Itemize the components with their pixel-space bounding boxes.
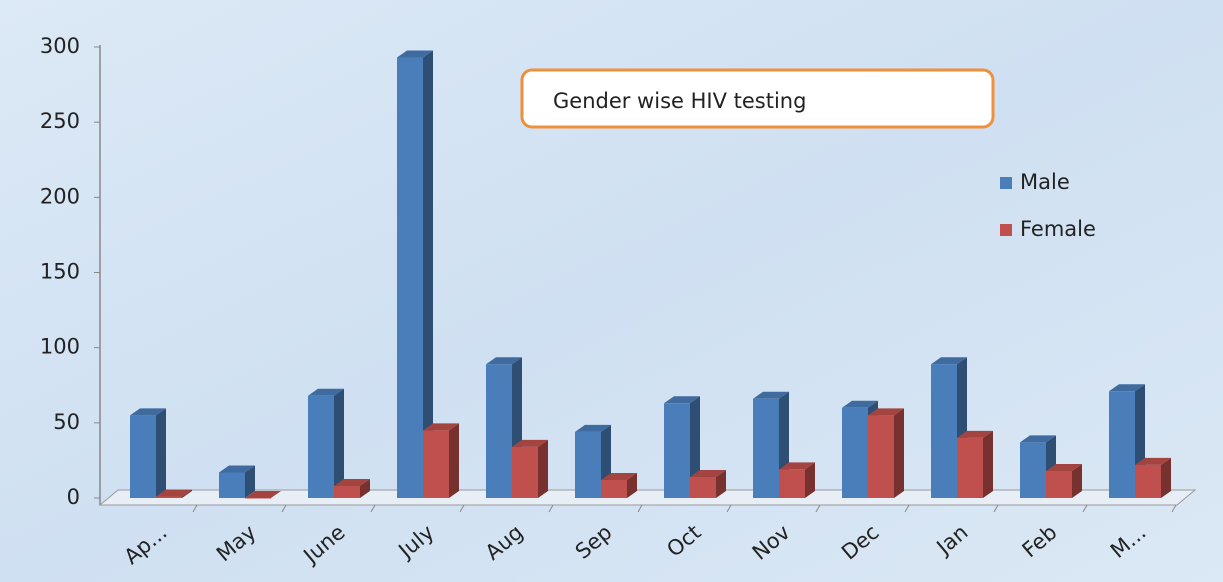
bar-top bbox=[219, 465, 255, 473]
bar-top bbox=[842, 400, 878, 408]
x-tick-mark bbox=[1171, 504, 1177, 513]
chart-title: Gender wise HIV testing bbox=[553, 89, 806, 113]
bar bbox=[601, 479, 627, 498]
bar bbox=[1046, 470, 1072, 498]
bar bbox=[931, 364, 957, 498]
bar bbox=[423, 430, 449, 498]
bar bbox=[779, 469, 805, 498]
bar-side bbox=[627, 472, 637, 498]
bar-top bbox=[486, 357, 522, 365]
bar-top bbox=[334, 478, 370, 486]
x-tick-mark bbox=[1082, 504, 1088, 513]
bar bbox=[842, 407, 868, 498]
bar-top bbox=[753, 391, 789, 399]
bar bbox=[130, 415, 156, 498]
bar-top bbox=[690, 469, 726, 477]
bar bbox=[156, 496, 182, 498]
bar bbox=[245, 498, 271, 499]
bar-side bbox=[1161, 457, 1171, 498]
bar bbox=[308, 395, 334, 498]
bar-side bbox=[334, 388, 344, 498]
bar-side bbox=[423, 50, 433, 498]
bar bbox=[397, 57, 423, 498]
x-tick-mark bbox=[637, 504, 643, 513]
bar-top bbox=[512, 439, 548, 447]
y-tick-label: 300 bbox=[40, 34, 80, 58]
bar-side bbox=[245, 465, 255, 498]
bar-side bbox=[538, 439, 548, 498]
bar bbox=[1109, 391, 1135, 498]
bar-top bbox=[156, 489, 192, 497]
y-tick-label: 50 bbox=[53, 410, 80, 434]
x-tick-mark bbox=[192, 504, 198, 513]
x-tick-mark bbox=[459, 504, 465, 513]
bar-side bbox=[894, 408, 904, 498]
bar-side bbox=[805, 462, 815, 498]
bar bbox=[486, 364, 512, 498]
x-tick-mark bbox=[726, 504, 732, 513]
bar bbox=[512, 446, 538, 498]
bar bbox=[957, 437, 983, 498]
y-tick-label: 100 bbox=[40, 335, 80, 359]
bar-top bbox=[1020, 435, 1056, 443]
bar-top bbox=[931, 357, 967, 365]
bar-top bbox=[601, 472, 637, 480]
bar-top bbox=[130, 408, 166, 416]
bar bbox=[219, 472, 245, 498]
legend-label: Male bbox=[1020, 170, 1070, 194]
bar-top bbox=[779, 462, 815, 470]
bar-top bbox=[664, 396, 700, 404]
bar-top bbox=[397, 50, 433, 58]
bar-top bbox=[1135, 457, 1171, 465]
y-tick-label: 150 bbox=[40, 260, 80, 284]
bar-top bbox=[308, 388, 344, 396]
y-tick-label: 0 bbox=[67, 485, 80, 509]
bar bbox=[753, 398, 779, 498]
bar-top bbox=[1046, 463, 1082, 471]
legend-swatch bbox=[1000, 224, 1012, 236]
bar-side bbox=[449, 423, 459, 498]
floor bbox=[98, 489, 1197, 506]
bar bbox=[1020, 442, 1046, 498]
x-tick-mark bbox=[993, 504, 999, 513]
title-box bbox=[520, 68, 995, 129]
y-tick-label: 200 bbox=[40, 184, 80, 208]
bar-side bbox=[360, 478, 370, 498]
bar-side bbox=[156, 408, 166, 498]
bar bbox=[575, 431, 601, 498]
bar-side bbox=[182, 489, 192, 498]
bar bbox=[690, 476, 716, 498]
bar bbox=[334, 485, 360, 498]
y-tick-label: 250 bbox=[40, 109, 80, 133]
bar-side bbox=[983, 430, 993, 498]
x-tick-mark bbox=[548, 504, 554, 513]
x-tick-mark bbox=[281, 504, 287, 513]
legend-label: Female bbox=[1020, 217, 1096, 241]
bar-top bbox=[1109, 384, 1145, 392]
bar-top bbox=[423, 423, 459, 431]
bar bbox=[1135, 464, 1161, 498]
bar-top bbox=[575, 424, 611, 432]
bar-top bbox=[868, 408, 904, 416]
x-tick-mark bbox=[815, 504, 821, 513]
bar bbox=[664, 403, 690, 498]
legend-swatch bbox=[1000, 177, 1012, 189]
x-tick-mark bbox=[370, 504, 376, 513]
bar-side bbox=[716, 469, 726, 498]
bar-top bbox=[957, 430, 993, 438]
x-tick-mark bbox=[904, 504, 910, 513]
bar-top bbox=[245, 491, 281, 498]
bar bbox=[868, 415, 894, 498]
bar-side bbox=[1072, 463, 1082, 498]
